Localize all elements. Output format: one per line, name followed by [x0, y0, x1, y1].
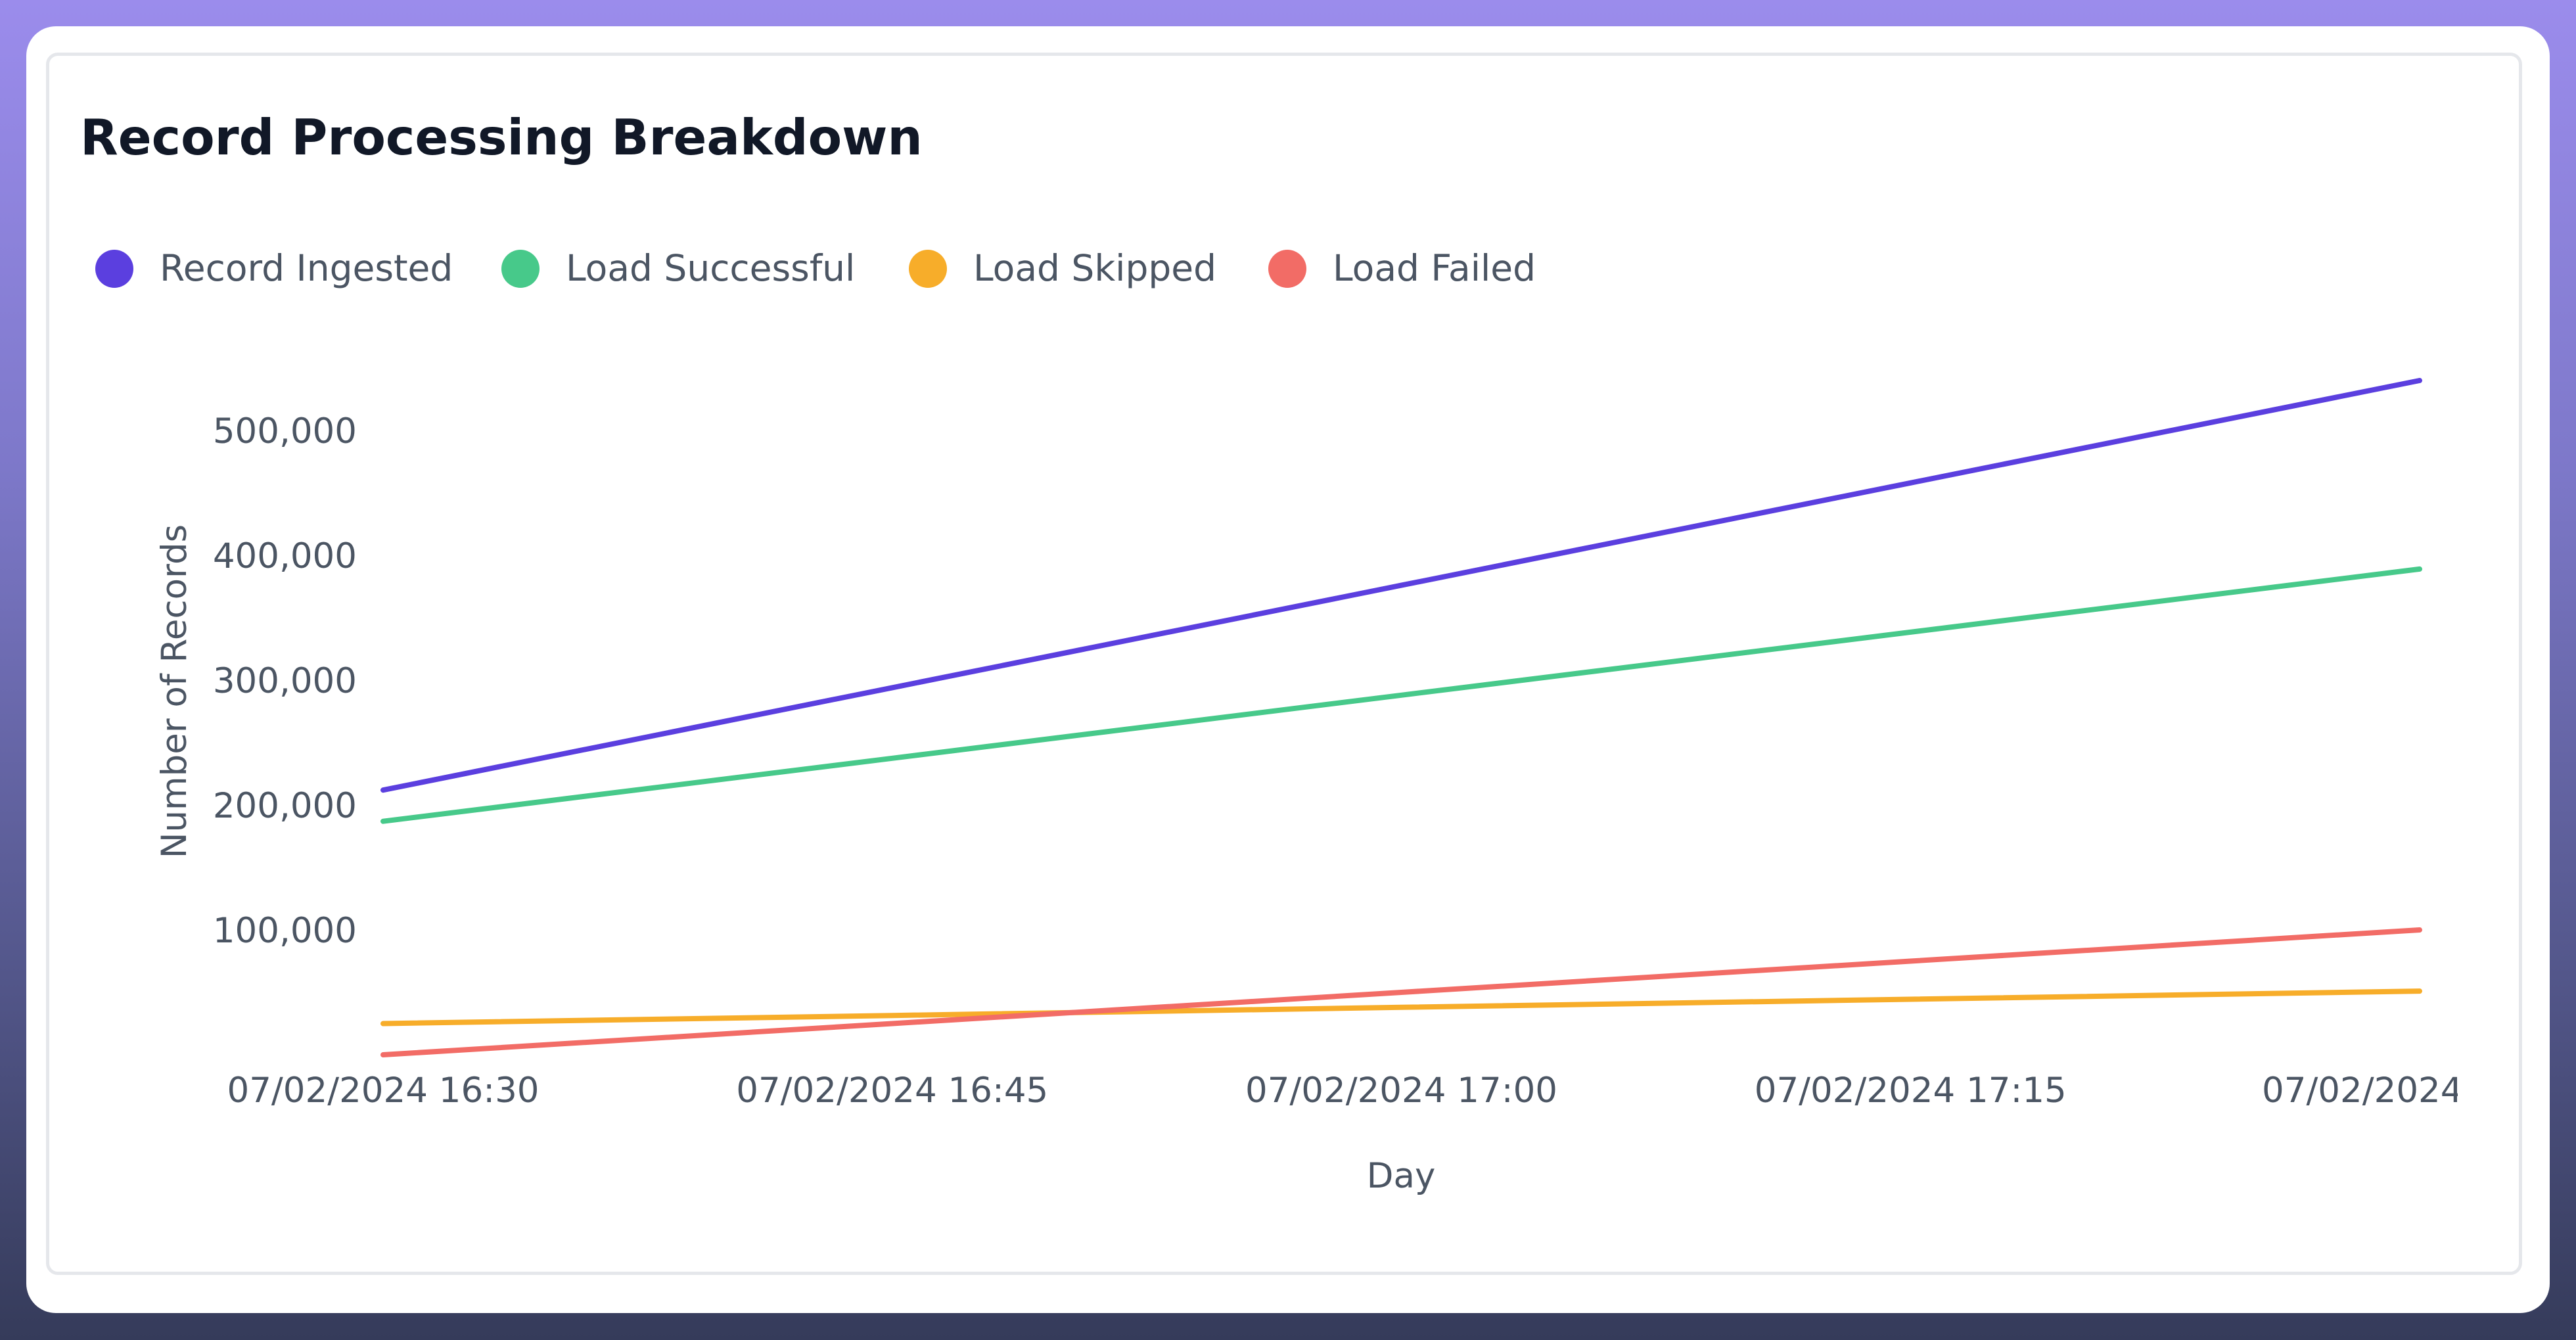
line-chart: 100,000 200,000 300,000 400,000 500,000 07/0… — [154, 378, 2550, 1196]
series-line-load-successful[interactable] — [380, 566, 2422, 824]
legend-dot-icon — [909, 250, 947, 288]
legend-label: Load Failed — [1333, 247, 1536, 289]
legend-dot-icon — [501, 250, 540, 288]
y-tick-label: 500,000 — [213, 411, 357, 451]
y-axis-ticks: 100,000 200,000 300,000 400,000 500,000 — [213, 411, 357, 951]
x-tick-label: 07/02/2024 17:00 — [1245, 1071, 1557, 1111]
y-tick-label: 200,000 — [213, 786, 357, 826]
legend-label: Load Successful — [566, 247, 856, 289]
x-tick-label: 07/02/2024 16:30 — [227, 1071, 539, 1111]
x-tick-label: 07/02/2024 16:45 — [736, 1071, 1048, 1111]
y-tick-label: 400,000 — [213, 536, 357, 576]
y-tick-label: 100,000 — [213, 911, 357, 951]
y-axis-label: Number of Records — [154, 524, 195, 858]
legend-dot-icon — [95, 250, 133, 288]
legend-dot-icon — [1268, 250, 1306, 288]
x-axis-label: Day — [1367, 1156, 1436, 1196]
y-tick-label: 300,000 — [213, 661, 357, 701]
series-lines — [380, 378, 2422, 1057]
series-line-load-failed[interactable] — [380, 927, 2422, 1057]
x-tick-label: 07/02/2024 17:30 — [2262, 1071, 2550, 1111]
window-frame: Record Processing Breakdown Record Inges… — [26, 26, 2550, 1313]
legend-label: Record Ingested — [160, 247, 453, 289]
series-line-load-skipped[interactable] — [380, 988, 2422, 1027]
series-line-record-ingested[interactable] — [380, 378, 2422, 793]
x-tick-label: 07/02/2024 17:15 — [1755, 1071, 2067, 1111]
legend-label: Load Skipped — [973, 247, 1217, 289]
x-axis-ticks: 07/02/2024 16:30 07/02/2024 16:45 07/02/20… — [227, 1071, 2550, 1111]
chart-title: Record Processing Breakdown — [80, 108, 923, 166]
